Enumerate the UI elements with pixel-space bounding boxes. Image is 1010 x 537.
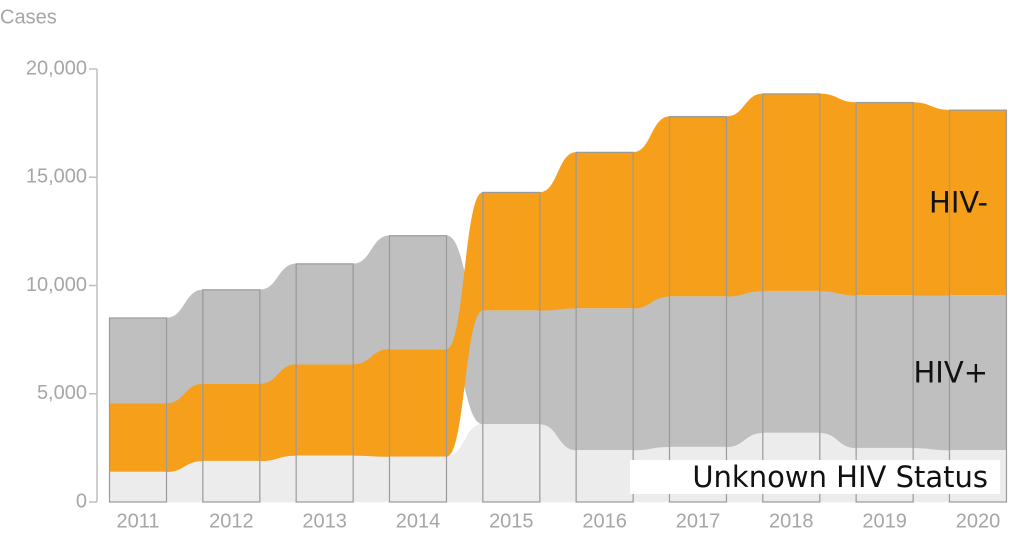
x-tick-label: 2014	[396, 510, 441, 532]
bar-segment	[389, 235, 447, 350]
bar-outline	[482, 191, 541, 503]
bar-segment	[576, 152, 634, 309]
bar-outline	[668, 116, 728, 503]
x-tick-label: 2017	[676, 510, 721, 532]
y-tick-label: 10,000	[26, 274, 87, 296]
bar-segment	[762, 290, 820, 433]
legend-label: HIV+	[914, 356, 989, 390]
y-tick-label: 5,000	[37, 382, 87, 404]
y-tick-label: 15,000	[26, 166, 87, 188]
flow	[726, 290, 764, 448]
legend-label: Unknown HIV Status	[692, 460, 988, 494]
flow	[632, 116, 670, 309]
bar-segment	[202, 289, 260, 385]
x-tick-label: 2019	[862, 510, 907, 532]
bar-segment	[669, 116, 727, 297]
bar-segment	[296, 263, 354, 365]
flow	[726, 93, 764, 297]
bar-segment	[109, 471, 167, 502]
y-tick-label: 20,000	[26, 57, 87, 79]
flow	[259, 455, 297, 503]
flows	[166, 93, 950, 503]
bar-outline	[762, 93, 821, 503]
bar-outline	[855, 101, 914, 503]
flow	[352, 455, 390, 503]
bar-segment	[389, 456, 447, 502]
bar-segment	[389, 349, 447, 457]
label-box	[630, 460, 1000, 494]
x-tick-label: 2020	[956, 510, 1001, 532]
flow	[819, 290, 857, 449]
x-tick-label: 2012	[209, 510, 254, 532]
bar-segment	[856, 295, 914, 448]
bar-segment	[576, 450, 634, 502]
bar-outline	[948, 109, 1008, 503]
bar-outline	[202, 289, 261, 503]
bar-segment	[482, 424, 540, 502]
bar-outline	[295, 263, 354, 503]
x-tick-label: 2018	[769, 510, 814, 532]
bar-segment	[296, 364, 354, 456]
bar-outline	[388, 235, 448, 503]
bar-segment	[109, 403, 167, 472]
bar-segment	[482, 192, 540, 311]
bar-segment	[202, 384, 260, 461]
bar-segment	[669, 296, 727, 447]
bar-segment	[949, 295, 1007, 451]
bar-segment	[109, 317, 167, 404]
bar-segment	[762, 93, 820, 291]
bar-segment	[296, 455, 354, 502]
x-tick-label: 2011	[116, 510, 159, 532]
x-tick-label: 2013	[302, 510, 347, 532]
bar-segment	[202, 460, 260, 502]
bar-outline	[575, 151, 634, 503]
y-tick-label: 0	[76, 490, 87, 512]
flow	[819, 93, 857, 296]
bar-segment	[576, 308, 634, 451]
bar-segment	[949, 110, 1007, 296]
y-axis-label: Cases	[0, 6, 57, 28]
bar-outline	[108, 317, 168, 503]
flow	[352, 235, 390, 365]
flow	[539, 152, 577, 311]
bar-segment	[482, 310, 540, 425]
legend-label: HIV-	[929, 186, 988, 220]
flow	[632, 296, 670, 451]
x-tick-label: 2016	[582, 510, 627, 532]
x-tick-label: 2015	[489, 510, 534, 532]
flow	[352, 349, 390, 457]
bar-segment	[856, 102, 914, 296]
